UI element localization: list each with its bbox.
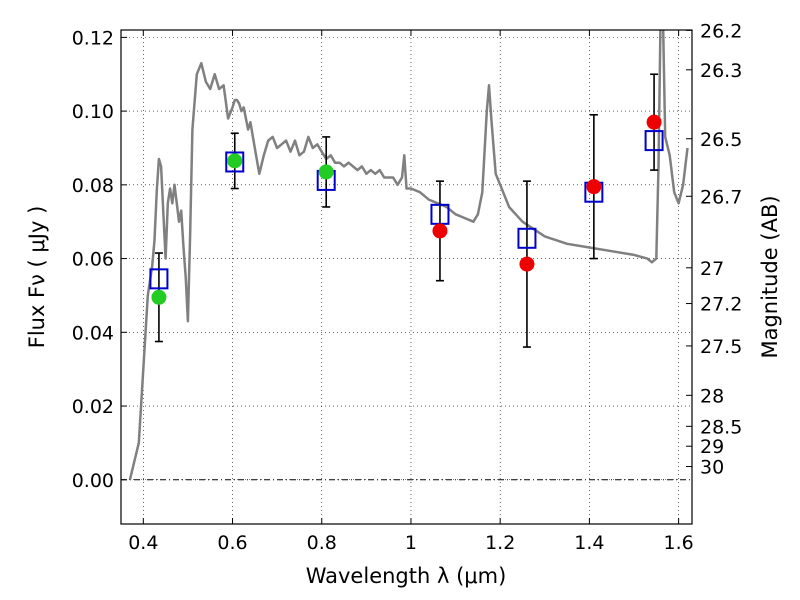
x-tick-label: 0.8 [307,532,337,554]
y2-tick-label: 28.5 [700,416,742,438]
y2-tick-label: 28 [700,385,724,407]
x-axis-label: Wavelength λ (μm) [306,564,507,588]
plot-border [120,29,693,525]
y2-tick-label: 26.5 [700,129,742,151]
observed-flux-point [318,164,334,180]
x-tick-label: 1 [405,532,417,554]
y-tick-label: 0.02 [72,396,114,418]
y-axis-label: Flux Fν ( μJy ) [25,206,49,349]
observed-flux-point [151,289,167,305]
model-sed-line [128,30,689,481]
observed-flux-point [519,256,535,272]
y-axis-left: 0.00 0.02 0.04 0.06 0.08 0.10 0.12 [72,27,127,492]
x-axis: 0.4 0.6 0.8 1 1.2 1.4 1.6 [128,30,694,554]
y-tick-label: 0.08 [72,175,114,197]
model-photometry-square [225,151,245,173]
plot-frame [121,30,692,524]
plot-area [120,29,693,525]
y-tick-label: 0.00 [72,470,114,492]
y-tick-label: 0.04 [72,322,114,344]
x-tick-label: 1.2 [485,532,515,554]
observed-flux-point [586,179,602,195]
x-tick-label: 0.4 [128,532,158,554]
model-photometry-square [149,268,169,290]
model-photometry-square [517,227,537,249]
y-tick-label: 0.06 [72,249,114,271]
observed-flux-point [432,223,448,239]
x-tick-label: 0.6 [217,532,247,554]
y2-tick-label: 27 [700,258,724,280]
model-photometry-square [644,130,664,152]
observed-flux-point [646,114,662,130]
y2-tick-label: 27.2 [700,294,742,316]
y2-axis-label: Magnitude (AB) [758,195,782,358]
y2-tick-label: 26.7 [700,186,742,208]
x-tick-label: 1.4 [574,532,604,554]
observed-flux-point [227,153,243,169]
y2-tick-label: 29 [700,436,724,458]
y2-tick-label: 26.3 [700,60,742,82]
x-tick-label: 1.6 [664,532,694,554]
y2-tick-label: 30 [700,456,724,478]
y-tick-label: 0.12 [72,27,114,49]
y2-tick-label: 27.5 [700,336,742,358]
y2-tick-label: 26.2 [700,20,742,42]
series [128,30,689,481]
y-tick-label: 0.10 [72,101,114,123]
